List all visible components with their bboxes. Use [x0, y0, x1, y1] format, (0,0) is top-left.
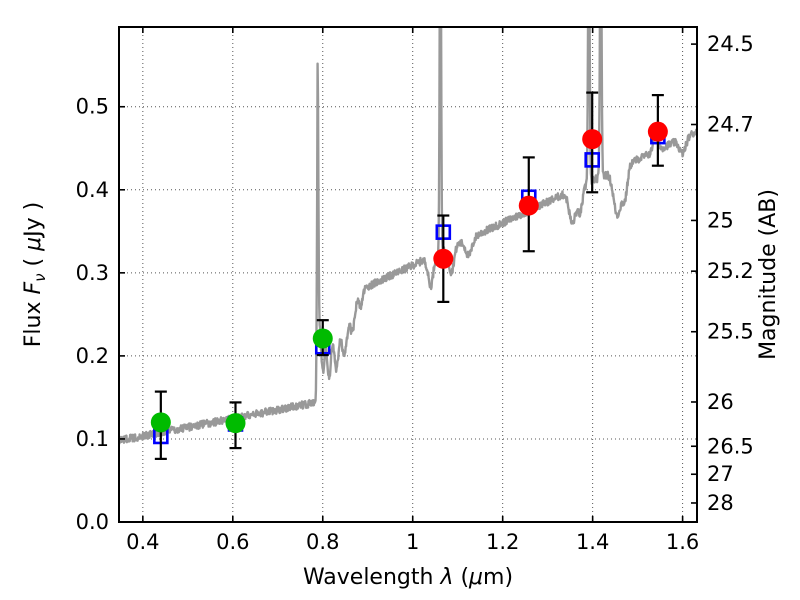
xtick-label-3: 1: [406, 530, 419, 554]
observed-point-obs-1-0: [433, 248, 454, 269]
magtick-label-6: 26.5: [707, 434, 754, 458]
xtick-label-4: 1.2: [486, 530, 519, 554]
plot-background: [119, 27, 697, 522]
magtick-label-1: 24.7: [707, 113, 754, 137]
ytick-label-1: 0.1: [76, 427, 109, 451]
xtick-label-2: 0.8: [306, 530, 339, 554]
ytick-label-2: 0.2: [76, 344, 109, 368]
xtick-label-0: 0.4: [126, 530, 159, 554]
magtick-label-4: 25.5: [707, 320, 754, 344]
ytick-label-5: 0.5: [76, 95, 109, 119]
ytick-label-3: 0.3: [76, 261, 109, 285]
observed-point-obs-0-0: [150, 412, 171, 433]
magtick-label-7: 27: [707, 462, 734, 486]
observed-point-obs-1-1: [518, 195, 539, 216]
observed-point-obs-1-2: [582, 129, 603, 150]
x-axis-title: Wavelength λ (μm): [303, 565, 513, 590]
ytick-label-0: 0.0: [76, 510, 109, 534]
observed-point-obs-0-1: [225, 413, 246, 434]
axes-frame: [118, 26, 698, 523]
magtick-label-8: 28: [707, 491, 734, 515]
xtick-label-6: 1.6: [666, 530, 699, 554]
xtick-label-1: 0.6: [216, 530, 249, 554]
y-axis-right-title: Magnitude (AB): [756, 189, 781, 360]
observed-point-obs-0-2: [312, 328, 333, 349]
y-axis-title: Flux Fν ( μJy ): [21, 202, 49, 347]
xtick-label-5: 1.4: [576, 530, 609, 554]
magtick-label-2: 25: [707, 208, 734, 232]
ytick-label-4: 0.4: [76, 178, 109, 202]
model-spectrum-curve: [119, 27, 697, 445]
magtick-label-5: 26: [707, 390, 734, 414]
magtick-label-0: 24.5: [707, 32, 754, 56]
observed-point-obs-1-3: [647, 121, 668, 142]
magtick-label-3: 25.2: [707, 259, 754, 283]
